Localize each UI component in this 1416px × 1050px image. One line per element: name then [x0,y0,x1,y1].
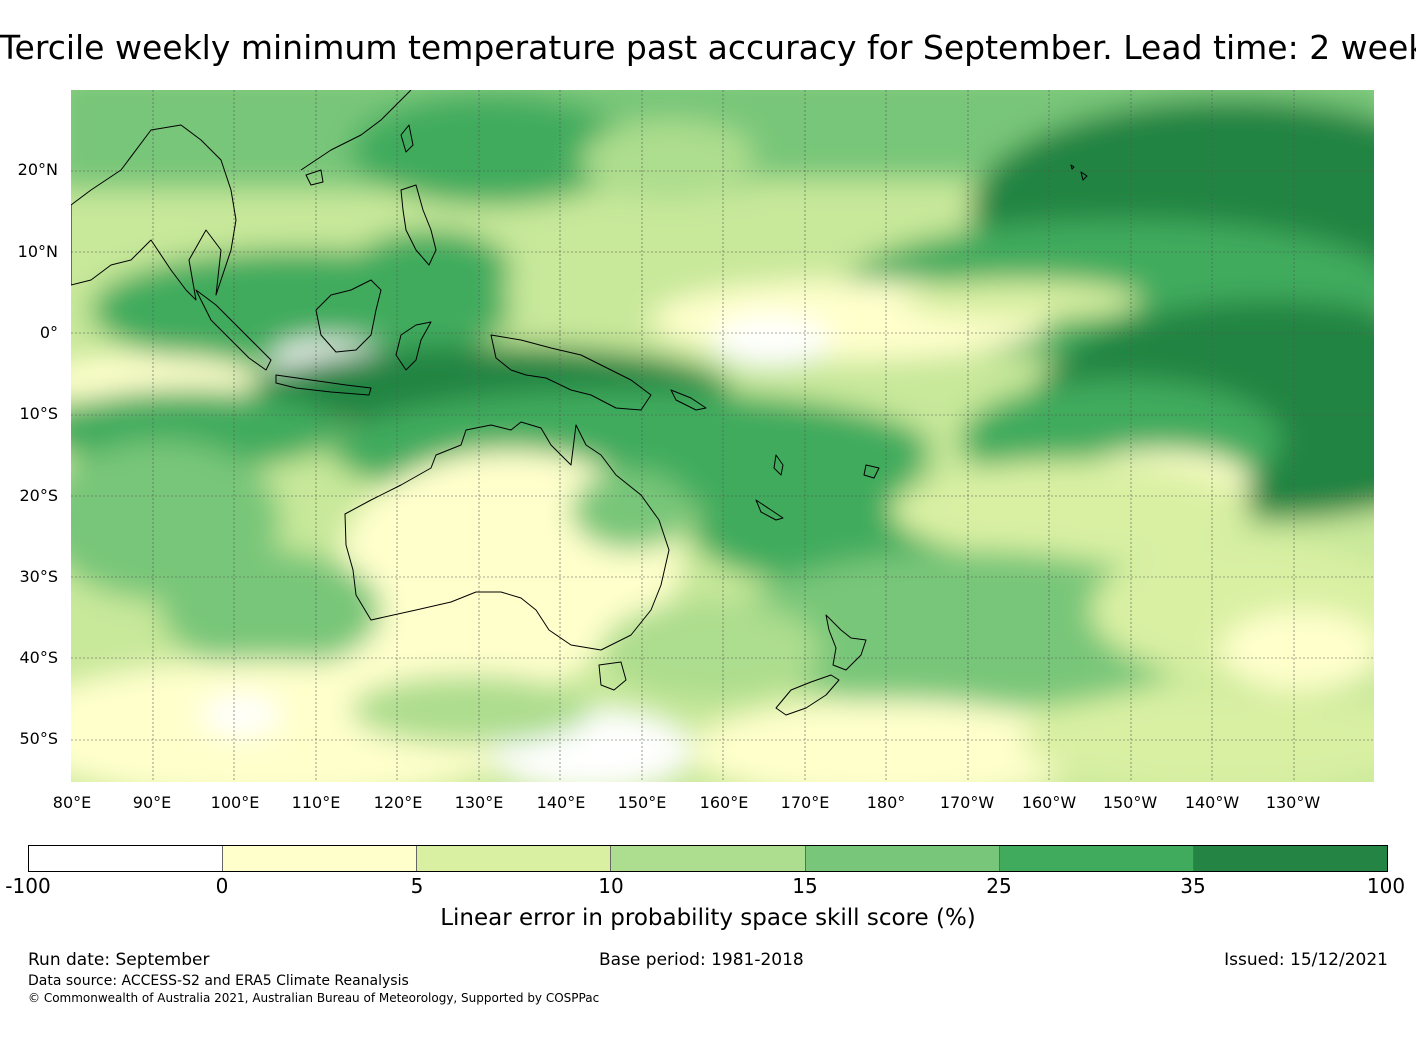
lon-label: 180° [866,793,906,812]
lon-label: 130°E [454,793,504,812]
coastline-sumatra [195,289,272,371]
colorbar-tick: -100 [5,874,51,898]
run-date: Run date: September [28,950,210,970]
colorbar-tick: 100 [1366,874,1406,898]
colorbar-tick: 0 [215,874,229,898]
colorbar-segment [417,846,612,871]
lon-label: 110°E [291,793,341,812]
coastline-fiji [863,464,880,479]
lat-label: 10°S [19,404,58,423]
coastline-china-coast [300,90,412,171]
coastline-hawaii [1070,164,1088,181]
coastline-australia [344,421,670,651]
lat-label: 0° [39,323,58,342]
coastline-nz-south [775,674,840,716]
lat-label: 30°S [19,567,58,586]
skill-field [71,90,1374,782]
lon-label: 90°E [132,793,172,812]
lon-label: 150°W [1102,793,1158,812]
lon-label: 130°W [1265,793,1321,812]
coastline-philippines [400,184,437,266]
colorbar-tick: 10 [598,874,624,898]
data-source: Data source: ACCESS-S2 and ERA5 Climate … [28,973,409,989]
lat-label: 20°S [19,486,58,505]
lon-label: 140°E [536,793,586,812]
colorbar-label: Linear error in probability space skill … [440,905,976,931]
colorbar [28,845,1388,872]
colorbar-tick: 5 [410,874,424,898]
coastline-vanuatu [773,454,784,476]
colorbar-segment [999,846,1194,871]
coastline-sulawesi [395,321,432,371]
coastline-java [275,374,372,396]
coastline-new-caledonia [755,499,784,521]
lon-label: 100°E [210,793,260,812]
colorbar-segment [223,846,418,871]
colorbar-tick: 15 [792,874,818,898]
skill-score-map [71,90,1374,782]
base-period: Base period: 1981-2018 [599,950,804,970]
map-title: Tercile weekly minimum temperature past … [0,28,1416,67]
lon-label: 140°W [1184,793,1240,812]
lon-label: 80°E [52,793,92,812]
coastline-tasmania [598,661,627,691]
lon-label: 170°W [939,793,995,812]
lon-label: 160°W [1021,793,1077,812]
lat-label: 20°N [17,160,58,179]
coastline-nz-north [825,614,867,671]
coastline-new-guinea [490,334,652,411]
lon-label: 170°E [780,793,830,812]
coastline-solomons [670,389,707,411]
colorbar-segment [1193,846,1387,871]
coastline-asia-mainland [71,124,237,301]
colorbar-segment [29,846,224,871]
coastline-hainan [305,169,324,186]
lon-label: 160°E [699,793,749,812]
issued-date: Issued: 15/12/2021 [1224,950,1388,970]
copyright: © Commonwealth of Australia 2021, Austra… [28,991,600,1005]
lon-label: 150°E [617,793,667,812]
colorbar-tick: 35 [1180,874,1206,898]
coastline-borneo [315,279,382,353]
lat-label: 50°S [19,729,58,748]
colorbar-segment [805,846,1000,871]
colorbar-tick: 25 [986,874,1012,898]
lat-label: 40°S [19,648,58,667]
coastline-taiwan [400,124,414,153]
colorbar-segment [611,846,806,871]
lat-label: 10°N [17,242,58,261]
lon-label: 120°E [373,793,423,812]
graticule [71,90,1374,782]
